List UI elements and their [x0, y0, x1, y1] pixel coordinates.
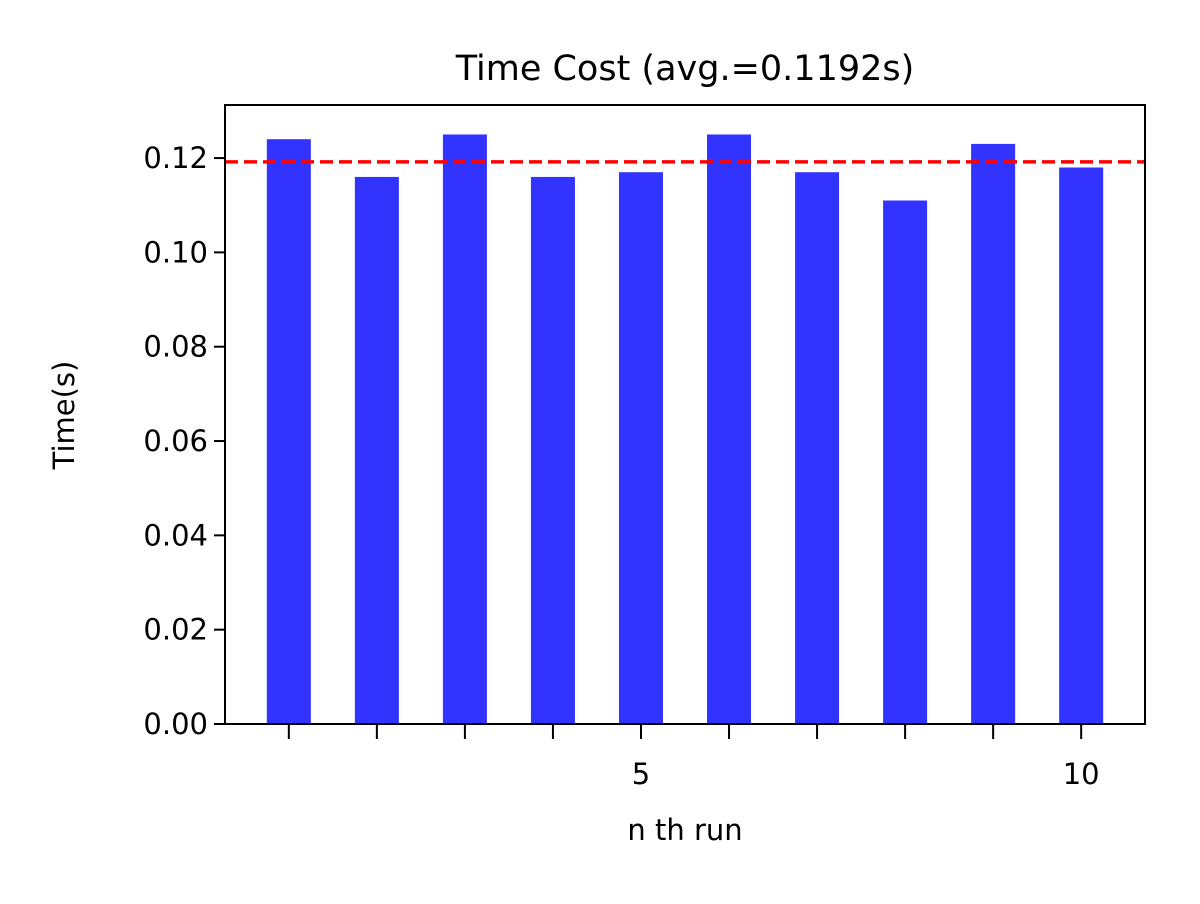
- axes-layer: [224, 104, 1146, 725]
- y-tick-label: 0.10: [143, 235, 208, 269]
- bar-run-4: [530, 176, 575, 725]
- bar-run-2: [354, 176, 399, 725]
- ticks-layer: 0.00 0.02 0.04 0.06 0.08 0.10 0.12 5 10: [143, 141, 1099, 791]
- y-axis-title: Time(s): [47, 361, 81, 471]
- bars-layer: [266, 134, 1104, 725]
- plot-frame: [224, 104, 1146, 725]
- y-tick-label: 0.04: [143, 518, 208, 552]
- x-tick-label: 10: [1063, 757, 1100, 791]
- y-tick-label: 0.02: [143, 613, 208, 647]
- bar-run-6: [707, 134, 752, 724]
- x-tick-label: 5: [632, 757, 650, 791]
- bar-run-8: [883, 200, 928, 724]
- y-tick-label: 0.00: [143, 707, 208, 741]
- bar-run-9: [971, 143, 1016, 724]
- y-tick-label: 0.08: [143, 330, 208, 364]
- y-tick-label: 0.12: [143, 141, 208, 175]
- bar-run-3: [442, 134, 487, 724]
- bar-run-10: [1059, 167, 1104, 725]
- bar-run-5: [618, 172, 663, 725]
- bar-run-7: [795, 172, 840, 725]
- x-axis-title: n th run: [627, 813, 742, 847]
- chart-title: Time Cost (avg.=0.1192s): [455, 49, 915, 89]
- bar-run-1: [266, 139, 311, 724]
- y-tick-label: 0.06: [143, 424, 208, 458]
